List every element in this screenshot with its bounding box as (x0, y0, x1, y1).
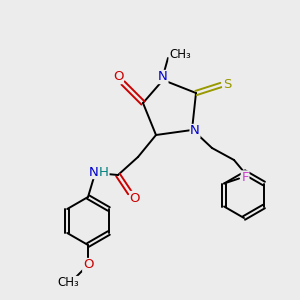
Text: CH₃: CH₃ (169, 47, 191, 61)
Text: O: O (83, 259, 93, 272)
Text: N: N (158, 70, 168, 83)
Text: S: S (223, 77, 231, 91)
Text: N: N (89, 166, 99, 178)
Text: O: O (130, 191, 140, 205)
Text: N: N (190, 124, 200, 137)
Text: O: O (113, 70, 123, 83)
Text: F: F (241, 171, 249, 184)
Text: H: H (99, 166, 109, 178)
Text: CH₃: CH₃ (57, 277, 79, 290)
